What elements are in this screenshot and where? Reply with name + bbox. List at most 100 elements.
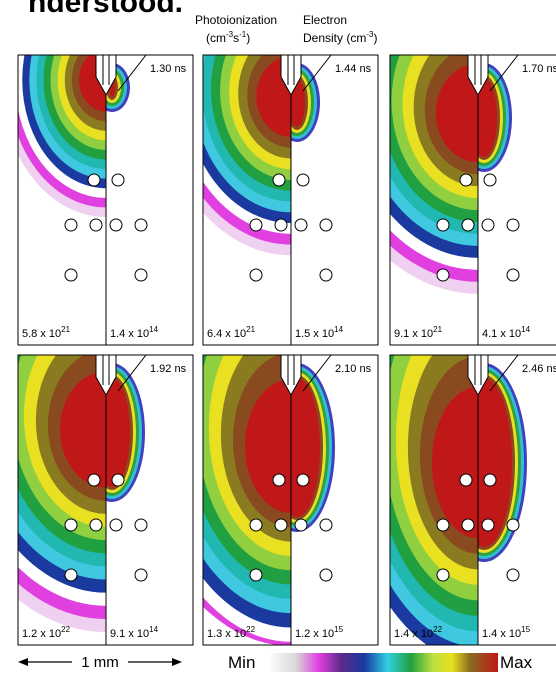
panel: 1.70 ns 9.1 x 1021 4.1 x 1014	[389, 54, 556, 346]
max-label: 5.8 x 1021	[22, 325, 71, 340]
density-field	[106, 363, 145, 502]
particle	[249, 268, 263, 282]
contour	[106, 378, 130, 487]
unit-sup: -3	[366, 30, 374, 39]
photo-field	[390, 355, 478, 645]
particle	[64, 218, 78, 232]
particle	[111, 473, 125, 487]
unit: s	[233, 31, 239, 45]
cut-text: nderstood.	[28, 0, 183, 19]
max-base: 1.4 x 10	[110, 328, 149, 340]
particle	[134, 568, 148, 582]
max-label: 1.4 x 1014	[110, 325, 159, 340]
max-label: 1.5 x 1014	[295, 325, 344, 340]
max-label: 9.1 x 1021	[394, 325, 443, 340]
header-density: Electron	[303, 13, 347, 27]
particle	[134, 518, 148, 532]
time-tick	[117, 54, 147, 92]
particle	[64, 518, 78, 532]
colorbar: Min Max	[228, 653, 533, 672]
panel-frame	[202, 354, 379, 646]
particle	[483, 473, 497, 487]
max-exp: 21	[246, 325, 255, 334]
time-label: 2.10 ns	[335, 363, 372, 375]
particle	[249, 568, 263, 582]
photo-field	[390, 55, 478, 294]
density-field	[478, 63, 512, 172]
particle	[274, 518, 288, 532]
time-tick	[302, 354, 332, 392]
max-label: 6.4 x 1021	[207, 325, 256, 340]
header-density-unit: Density (cm-3)	[303, 30, 377, 45]
time-tick	[302, 54, 332, 92]
max-label: 1.4 x 1015	[482, 625, 531, 640]
max-exp: 14	[149, 325, 158, 334]
particle	[319, 218, 333, 232]
particle	[436, 518, 450, 532]
contour	[291, 78, 305, 127]
max-base: 9.1 x 10	[394, 328, 433, 340]
time-tick	[489, 354, 519, 392]
particle	[249, 518, 263, 532]
particle	[483, 173, 497, 187]
max-base: 6.4 x 10	[207, 328, 246, 340]
panel: 1.92 ns 1.2 x 1022 9.1 x 1014	[17, 354, 194, 646]
particle	[87, 473, 101, 487]
time-label: 1.30 ns	[150, 63, 187, 75]
max-exp: 15	[521, 625, 530, 634]
particle	[87, 173, 101, 187]
particle	[64, 568, 78, 582]
max-label: 1.2 x 1015	[295, 625, 344, 640]
colorbar-gradient	[268, 653, 498, 672]
max-exp: 14	[521, 325, 530, 334]
particle	[436, 568, 450, 582]
max-label: 1.3 x 1022	[207, 625, 256, 640]
time-label: 2.46 ns	[522, 363, 556, 375]
scale-label: 1 mm	[81, 654, 119, 671]
header-photo-unit: (cm-3s-1)	[206, 30, 250, 45]
contour	[435, 63, 478, 163]
particle	[272, 173, 286, 187]
particle	[294, 518, 308, 532]
panel-frame	[202, 54, 379, 346]
particle	[506, 568, 520, 582]
particle	[89, 218, 103, 232]
particle	[109, 218, 123, 232]
time-label: 1.44 ns	[335, 63, 372, 75]
max-base: 9.1 x 10	[110, 628, 149, 640]
header-photo: Photoionization	[195, 13, 277, 27]
particle	[109, 518, 123, 532]
max-exp: 22	[61, 625, 70, 634]
contour	[431, 386, 478, 539]
contour	[59, 371, 106, 488]
unit-sup: -3	[226, 30, 234, 39]
particle	[436, 218, 450, 232]
particle	[506, 268, 520, 282]
time-tick	[489, 54, 519, 92]
particle	[296, 473, 310, 487]
photo-field	[18, 355, 106, 633]
max-label: 4.1 x 1014	[482, 325, 531, 340]
panel: 2.10 ns 1.3 x 1022 1.2 x 1015	[202, 354, 379, 646]
particle	[296, 173, 310, 187]
particle	[481, 218, 495, 232]
particle	[89, 518, 103, 532]
particle	[272, 473, 286, 487]
particle	[294, 218, 308, 232]
particle	[249, 218, 263, 232]
unit: )	[246, 31, 250, 45]
max-exp: 14	[149, 625, 158, 634]
panel-frame	[17, 354, 194, 646]
max-exp: 14	[334, 325, 343, 334]
particle	[481, 518, 495, 532]
colorbar-min: Min	[228, 653, 255, 672]
time-label: 1.92 ns	[150, 363, 187, 375]
max-label: 1.4 x 1022	[394, 625, 443, 640]
particle	[506, 218, 520, 232]
particle	[111, 173, 125, 187]
particle	[319, 518, 333, 532]
max-base: 1.2 x 10	[295, 628, 334, 640]
panel-frame	[389, 54, 556, 346]
particle	[319, 268, 333, 282]
particle	[506, 518, 520, 532]
